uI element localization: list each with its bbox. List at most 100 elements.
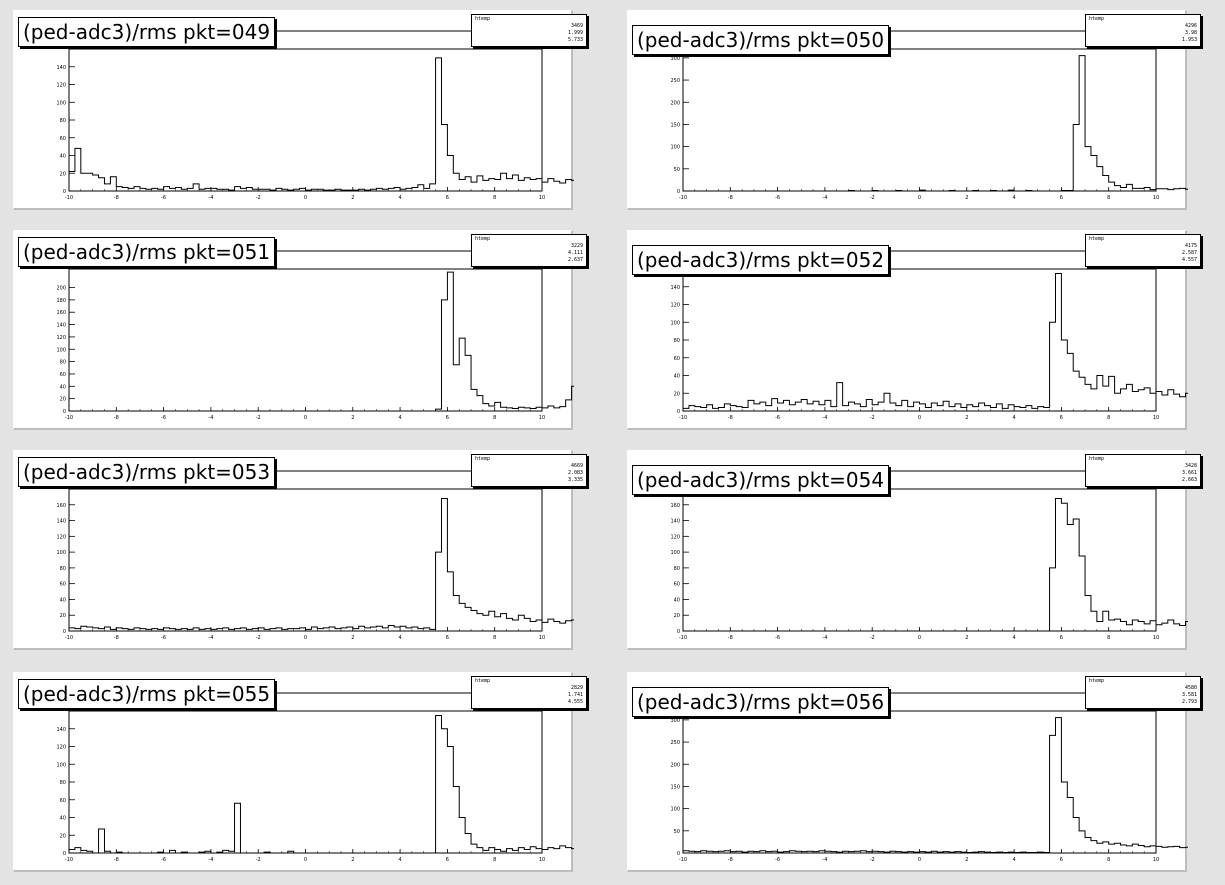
histogram-bin	[736, 407, 742, 411]
x-tick-label: 8	[493, 415, 496, 421]
histogram-bin	[518, 615, 524, 631]
histogram-bin	[170, 629, 176, 631]
x-tick-label: 10	[539, 635, 545, 641]
histogram-bin	[246, 629, 252, 631]
histogram-bin	[518, 407, 524, 411]
histogram-bin	[329, 627, 335, 631]
histogram-bin	[854, 404, 860, 411]
histogram-bin	[205, 188, 211, 191]
x-tick-label: 0	[304, 857, 307, 863]
stats-label: htemp	[1089, 678, 1105, 684]
histogram-bin	[181, 189, 187, 191]
histogram-bin	[483, 404, 489, 411]
histogram-bin	[459, 338, 465, 411]
x-tick-label: 8	[1107, 415, 1110, 421]
histogram-bin	[1115, 843, 1121, 853]
histogram-bin	[181, 629, 187, 631]
histogram-bin	[1109, 844, 1115, 853]
x-tick-label: 10	[1153, 195, 1159, 201]
histogram-bin	[1085, 147, 1091, 191]
histogram-bin	[849, 852, 855, 853]
histogram-bin	[359, 189, 365, 191]
stats-mean-value: 1.999	[567, 30, 583, 36]
histogram-bin	[548, 179, 554, 191]
histogram-bin	[441, 300, 447, 411]
histogram-bin	[1121, 187, 1127, 191]
histogram-bin	[813, 401, 819, 411]
histogram-bin	[382, 189, 388, 191]
histogram-title: (ped-adc3)/rms pkt=056	[632, 687, 890, 717]
histogram-bin	[465, 607, 471, 631]
histogram-bin	[436, 58, 442, 191]
histogram-bin	[554, 408, 560, 411]
histogram-bin	[1079, 831, 1085, 853]
histogram-bin	[158, 852, 164, 853]
y-tick-label: 60	[60, 582, 66, 588]
histogram-title: (ped-adc3)/rms pkt=049	[18, 17, 276, 47]
y-tick-label: 60	[60, 136, 66, 142]
histogram-bin	[860, 851, 866, 853]
histogram-bin	[353, 190, 359, 191]
histogram-bin	[789, 405, 795, 411]
histogram-bin	[489, 611, 495, 631]
histogram-bin	[990, 407, 996, 411]
stats-entries-value: 4669	[570, 463, 583, 469]
histogram-bin	[75, 148, 81, 191]
histogram-bin	[99, 629, 105, 631]
y-tick-label: 100	[670, 807, 680, 813]
histogram-bin	[542, 408, 548, 411]
histogram-title: (ped-adc3)/rms pkt=052	[632, 245, 890, 275]
x-tick-label: -4	[208, 195, 213, 201]
y-tick-label: 100	[56, 100, 66, 106]
histogram-bin	[566, 621, 572, 631]
y-tick-label: 20	[60, 397, 66, 403]
histogram-bin	[766, 406, 772, 411]
histogram-bin	[211, 188, 217, 191]
histogram-bin	[81, 850, 87, 853]
histogram-bin	[436, 409, 442, 411]
histogram-bin	[235, 803, 241, 853]
stats-label: htemp	[475, 678, 491, 684]
histogram-series	[682, 717, 1188, 854]
x-tick-label: 8	[493, 857, 496, 863]
stats-entries-value: 3428	[1184, 463, 1197, 469]
x-tick-label: -2	[870, 635, 875, 641]
histogram-bin	[572, 386, 574, 411]
histogram-bin	[288, 190, 294, 191]
x-tick-label: -8	[728, 857, 733, 863]
y-tick-label: 140	[670, 519, 680, 525]
stats-mean-value: 4.111	[567, 250, 583, 256]
histogram-bin	[376, 188, 382, 191]
histogram-bin	[512, 175, 518, 191]
histogram-bin	[967, 405, 973, 411]
stats-box: htemp 4669 2.083 3.335	[471, 454, 587, 487]
histogram-bin	[689, 851, 695, 853]
histogram-bin	[199, 629, 205, 631]
x-tick-label: -10	[65, 635, 73, 641]
histogram-bin	[158, 629, 164, 631]
histogram-bin	[495, 617, 501, 631]
histogram-bin	[1186, 847, 1188, 853]
y-tick-label: 80	[60, 118, 66, 124]
histogram-bin	[453, 365, 459, 411]
histogram-bin	[925, 407, 931, 411]
histogram-bin	[270, 629, 276, 631]
histogram-bin	[524, 618, 530, 631]
x-tick-label: -6	[161, 857, 166, 863]
histogram-bin	[843, 851, 849, 853]
histogram-bin	[501, 614, 507, 631]
histogram-bin	[1020, 407, 1026, 411]
x-tick-label: 2	[965, 415, 968, 421]
histogram-bin	[784, 400, 790, 411]
y-tick-label: 0	[677, 851, 680, 857]
histogram-bin	[240, 628, 246, 631]
stats-box: htemp 2829 1.741 4.555	[471, 676, 587, 709]
histogram-bin	[140, 629, 146, 631]
histogram-bin	[1085, 596, 1091, 632]
x-tick-label: -2	[870, 195, 875, 201]
histogram-pad: -10 -8 -6 -4 -2 0 2 4 6 8 10 0 20 40 60 80 100 120 140 (ped…	[13, 10, 587, 210]
histogram-bin	[1132, 391, 1138, 411]
histogram-bin	[335, 629, 341, 631]
y-tick-label: 150	[670, 784, 680, 790]
